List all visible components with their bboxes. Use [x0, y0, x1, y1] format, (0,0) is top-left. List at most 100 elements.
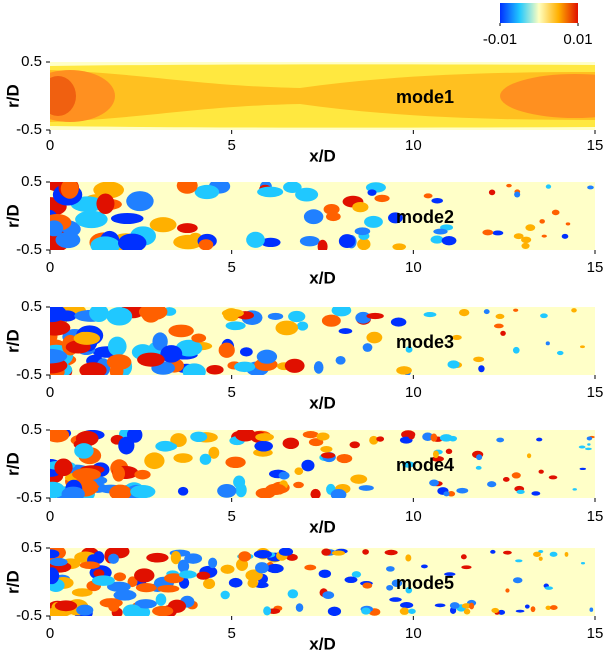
field-blob — [50, 348, 68, 364]
field-blob — [134, 469, 151, 480]
field-blob — [296, 321, 309, 331]
field-blob — [117, 233, 147, 250]
field-blob — [503, 550, 512, 555]
y-axis-label: r/D — [3, 452, 22, 476]
field-blob — [492, 230, 504, 236]
field-blob — [106, 307, 133, 326]
field-blob — [505, 588, 510, 593]
contour-field — [50, 62, 595, 130]
field-blob — [512, 577, 523, 584]
field-blob — [352, 201, 369, 213]
contour-field — [50, 548, 595, 616]
field-blob — [295, 603, 304, 612]
field-blob — [338, 234, 356, 249]
x-tick-label: 0 — [46, 259, 54, 276]
field-blob — [515, 559, 523, 563]
field-blob — [108, 553, 119, 564]
field-blob — [50, 567, 60, 585]
field-blob — [405, 554, 412, 562]
field-blob — [144, 452, 165, 470]
field-blob — [196, 571, 211, 580]
field-blob — [430, 235, 444, 244]
y-axis-label: r/D — [3, 570, 22, 594]
x-axis-label: x/D — [309, 393, 335, 412]
field-blob — [354, 227, 371, 236]
field-blob — [357, 238, 371, 250]
field-blob — [278, 471, 290, 480]
field-blob — [54, 458, 73, 477]
field-blob — [515, 609, 525, 613]
field-blob — [321, 548, 331, 556]
field-blob — [335, 355, 346, 365]
field-blob — [79, 561, 100, 570]
field-blob — [561, 233, 569, 239]
field-blob — [75, 331, 92, 344]
field-blob — [579, 467, 587, 471]
field-blob — [444, 572, 456, 577]
y-tick-label: 0.5 — [21, 298, 42, 315]
field-blob — [572, 488, 577, 491]
field-blob — [206, 365, 224, 375]
field-blob — [408, 433, 415, 440]
field-blob — [302, 431, 319, 439]
field-blob — [331, 307, 352, 317]
field-blob — [589, 607, 594, 612]
field-blob — [331, 550, 346, 556]
contour-field — [50, 307, 595, 375]
field-blob — [118, 436, 135, 455]
field-blob — [112, 465, 125, 482]
field-blob — [75, 210, 108, 229]
field-blob — [447, 491, 456, 497]
field-blob — [178, 570, 197, 579]
colorbar — [500, 3, 578, 23]
field-blob — [316, 432, 330, 441]
field-blob — [350, 474, 368, 484]
contour-field — [50, 182, 595, 250]
field-blob — [304, 564, 317, 571]
field-blob — [239, 347, 253, 357]
field-blob — [578, 445, 586, 449]
field-blob — [447, 360, 460, 369]
field-blob — [320, 445, 333, 453]
field-blob — [79, 362, 107, 375]
field-blob — [432, 450, 439, 459]
field-blob — [220, 590, 230, 600]
field-blob — [317, 239, 328, 250]
field-blob — [234, 361, 256, 373]
field-blob — [461, 565, 472, 570]
field-blob — [99, 598, 123, 608]
field-blob — [310, 488, 321, 498]
y-axis-label: r/D — [3, 204, 22, 228]
field-blob — [531, 491, 541, 496]
field-blob — [71, 588, 93, 597]
x-tick-label: 0 — [46, 137, 54, 154]
field-blob — [545, 184, 552, 189]
x-tick-label: 0 — [46, 625, 54, 642]
field-blob — [587, 185, 594, 190]
y-tick-label: -0.5 — [16, 241, 42, 258]
x-tick-label: 5 — [227, 259, 235, 276]
field-blob — [369, 435, 379, 445]
field-blob — [265, 483, 287, 495]
y-tick-label: -0.5 — [16, 121, 42, 138]
field-blob — [390, 317, 407, 327]
field-blob — [539, 219, 545, 224]
field-blob — [301, 459, 315, 472]
field-blob — [392, 243, 407, 250]
field-blob — [278, 548, 294, 556]
field-blob — [263, 606, 272, 616]
field-blob — [109, 484, 132, 498]
field-blob — [521, 236, 532, 244]
field-blob — [225, 456, 246, 469]
field-blob — [361, 607, 371, 615]
field-blob — [221, 308, 244, 318]
field-blob — [50, 319, 71, 336]
x-axis-label: x/D — [309, 268, 335, 287]
field-blob — [565, 222, 571, 226]
field-blob — [54, 600, 78, 612]
field-blob — [76, 604, 94, 616]
field-blob — [358, 485, 374, 491]
field-blob — [50, 220, 64, 237]
field-blob — [463, 608, 471, 615]
